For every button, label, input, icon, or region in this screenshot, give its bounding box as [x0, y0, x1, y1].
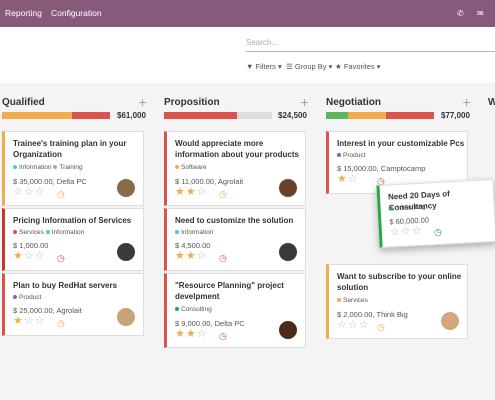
column-title-negotiation: Negotiation: [326, 97, 381, 108]
card-amount: $ 25,000.00, Agrolait: [13, 306, 82, 315]
search-input[interactable]: Search...: [246, 38, 495, 52]
filters-label: Filters: [255, 62, 276, 71]
group-by-button[interactable]: ☰ Group By ▾: [286, 62, 333, 71]
activity-clock-icon[interactable]: ◷: [219, 189, 227, 199]
avatar: [279, 243, 297, 261]
card-tags: Information Training: [13, 164, 83, 171]
add-card-icon[interactable]: +: [462, 96, 472, 109]
card-title: Would appreciate more information about y…: [175, 139, 299, 159]
card-resource-planning[interactable]: "Resource Planning" project develpment Co…: [164, 273, 306, 348]
priority-stars[interactable]: ☆☆☆: [13, 186, 46, 198]
priority-stars[interactable]: ☆☆☆: [337, 319, 370, 331]
card-pricing-information[interactable]: Pricing Information of Services Services…: [2, 208, 144, 271]
card-consultancy-dragged[interactable]: Need 20 Days of Consultancy Consulting $…: [376, 178, 495, 249]
card-amount: $ 1,000.00: [13, 241, 49, 250]
progress-bar-negotiation: [326, 112, 434, 119]
card-amount: $ 2,000.00, Think Big: [337, 310, 408, 319]
card-amount: $ 11,000.00, Agrolait: [175, 177, 244, 186]
card-title: "Resource Planning" project develpment: [175, 281, 284, 301]
card-tags: Product: [13, 294, 41, 301]
column-title-won: W: [488, 97, 495, 108]
card-amount: $ 35,000.00, Delta PC: [13, 177, 87, 186]
card-customize-solution[interactable]: Need to customize the solution Informati…: [164, 208, 306, 271]
card-title: Plan to buy RedHat servers: [13, 281, 118, 290]
card-amount: $ 4,500.00: [175, 241, 211, 250]
filters-button[interactable]: ▼ Filters ▾: [246, 62, 282, 71]
card-title: Pricing Information of Services: [13, 216, 132, 225]
avatar: [441, 312, 459, 330]
avatar: [279, 321, 297, 339]
activity-clock-icon[interactable]: ◷: [433, 226, 443, 238]
card-amount: $ 9,000.00, Delta PC: [175, 319, 245, 328]
card-title: Need to customize the solution: [175, 216, 294, 225]
priority-stars[interactable]: ★★☆: [175, 250, 208, 262]
card-title: Interest in your customizable Pcs: [337, 139, 465, 148]
card-trainee-plan[interactable]: Trainee's training plan in your Organizat…: [2, 131, 144, 206]
card-tags: Services: [337, 297, 368, 304]
priority-stars[interactable]: ☆☆☆: [389, 224, 423, 239]
activity-clock-icon[interactable]: ◷: [377, 176, 385, 186]
priority-stars[interactable]: ★★☆: [175, 186, 208, 198]
activity-clock-icon[interactable]: ◷: [57, 318, 65, 328]
control-panel: [0, 27, 495, 83]
activity-clock-icon[interactable]: ◷: [219, 331, 227, 341]
column-total-negotiation: $77,000: [441, 111, 470, 120]
card-redhat-servers[interactable]: Plan to buy RedHat servers Product $ 25,…: [2, 273, 144, 336]
column-title-qualified: Qualified: [2, 97, 45, 108]
top-navbar: Reporting Configuration ✆ ✉: [0, 0, 495, 27]
group-by-label: Group By: [294, 62, 327, 71]
add-card-icon[interactable]: +: [138, 96, 148, 109]
card-product-information[interactable]: Would appreciate more information about y…: [164, 131, 306, 206]
card-online-solution[interactable]: Want to subscribe to your online solution…: [326, 264, 468, 339]
activity-clock-icon[interactable]: ◷: [219, 253, 227, 263]
card-title: Trainee's training plan in your Organizat…: [13, 139, 127, 159]
avatar: [117, 179, 135, 197]
avatar: [117, 308, 135, 326]
menu-configuration[interactable]: Configuration: [51, 8, 102, 18]
card-tags: Software: [175, 164, 207, 171]
progress-bar-proposition: [164, 112, 272, 119]
favorites-label: Favorites: [343, 62, 375, 71]
add-card-icon[interactable]: +: [300, 96, 310, 109]
avatar: [117, 243, 135, 261]
phone-icon[interactable]: ✆: [457, 9, 464, 18]
column-total-proposition: $24,500: [278, 111, 307, 120]
activity-clock-icon[interactable]: ◷: [57, 189, 65, 199]
column-title-proposition: Proposition: [164, 97, 220, 108]
card-tags: Consulting: [175, 306, 212, 313]
card-tags: Product: [337, 152, 365, 159]
activity-clock-icon[interactable]: ◷: [377, 322, 385, 332]
progress-bar-qualified: [2, 112, 110, 119]
card-tags: Information: [175, 229, 214, 236]
priority-stars[interactable]: ★☆: [337, 173, 359, 185]
priority-stars[interactable]: ★☆☆: [13, 315, 46, 327]
priority-stars[interactable]: ★☆☆: [13, 250, 46, 262]
activity-clock-icon[interactable]: ◷: [57, 253, 65, 263]
card-title: Want to subscribe to your online solution: [337, 272, 462, 292]
column-total-qualified: $61,000: [117, 111, 146, 120]
avatar: [279, 179, 297, 197]
menu-reporting[interactable]: Reporting: [5, 8, 42, 18]
card-tags: Services Information: [13, 229, 84, 236]
favorites-button[interactable]: ★ Favorites ▾: [335, 62, 381, 71]
card-amount: $ 15,000.00, Camptocamp: [337, 164, 426, 173]
chat-icon[interactable]: ✉: [477, 9, 484, 18]
priority-stars[interactable]: ★★☆: [175, 328, 208, 340]
